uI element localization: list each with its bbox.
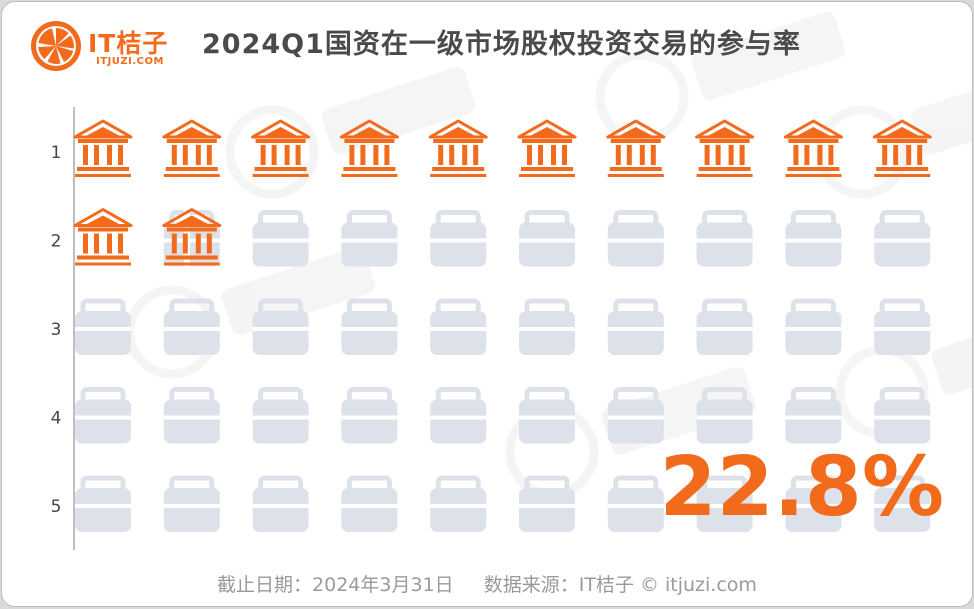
footer-source: 数据来源：IT桔子 © itjuzi.com [483,574,757,596]
briefcase-icon [519,390,575,444]
footer: 截止日期：2024年3月31日 数据来源：IT桔子 © itjuzi.com [2,570,972,597]
briefcase-icon [164,208,220,271]
briefcase-icon [785,213,841,267]
watermark-layer [125,11,972,499]
value-label: 22.8% [660,440,944,535]
briefcase-icon [430,478,486,532]
row-label: 1 [51,143,62,163]
bank-building-icon [695,119,755,179]
briefcase-icon [341,213,397,267]
brand-domain: ITJUZI.COM [96,56,164,67]
briefcase-icon [164,301,220,355]
briefcase-icon [608,478,664,532]
briefcase-icon [430,213,486,267]
row-label: 4 [51,409,62,429]
briefcase-icon [608,213,664,267]
briefcase-icon [874,301,930,355]
briefcase-icon [164,390,220,444]
briefcase-icon [430,390,486,444]
briefcase-icon [785,390,841,444]
chart-title: 2024Q1国资在一级市场股权投资交易的参与率 [202,29,801,60]
orange-slice-icon [31,21,81,71]
bank-building-icon [783,119,843,179]
briefcase-icon [519,213,575,267]
briefcase-icon [697,213,753,267]
row-label: 3 [51,320,62,340]
briefcase-icon [519,478,575,532]
bank-building-icon [162,119,222,179]
briefcase-icon [341,478,397,532]
brand-name: IT桔子 [88,29,169,58]
briefcase-icon [697,301,753,355]
bank-building-icon [73,119,133,179]
briefcase-icon [253,390,309,444]
bank-building-icon [428,119,488,179]
row-label: 2 [51,232,62,252]
briefcase-icon [519,301,575,355]
briefcase-icon [785,301,841,355]
bank-building-icon [517,119,577,179]
briefcase-icon [253,478,309,532]
brand-logo: IT桔子 ITJUZI.COM [30,20,190,72]
bank-building-icon [73,208,133,267]
briefcase-icon [430,301,486,355]
briefcase-icon [75,478,131,532]
briefcase-icon [341,390,397,444]
watermark-logo-icon [225,66,476,199]
briefcase-icon [341,301,397,355]
bank-building-icon [251,119,311,179]
briefcase-icon [164,478,220,532]
briefcase-icon [874,390,930,444]
briefcase-icon [608,301,664,355]
footer-date: 截止日期：2024年3月31日 [217,574,454,596]
briefcase-icon [608,390,664,444]
row-label: 5 [51,497,62,517]
briefcase-icon [75,390,131,444]
briefcase-icon [874,213,930,267]
briefcase-icon [75,301,131,355]
briefcase-icon [253,213,309,267]
pictograph-chart: 1 2 3 4 5 22.8% [51,11,972,550]
